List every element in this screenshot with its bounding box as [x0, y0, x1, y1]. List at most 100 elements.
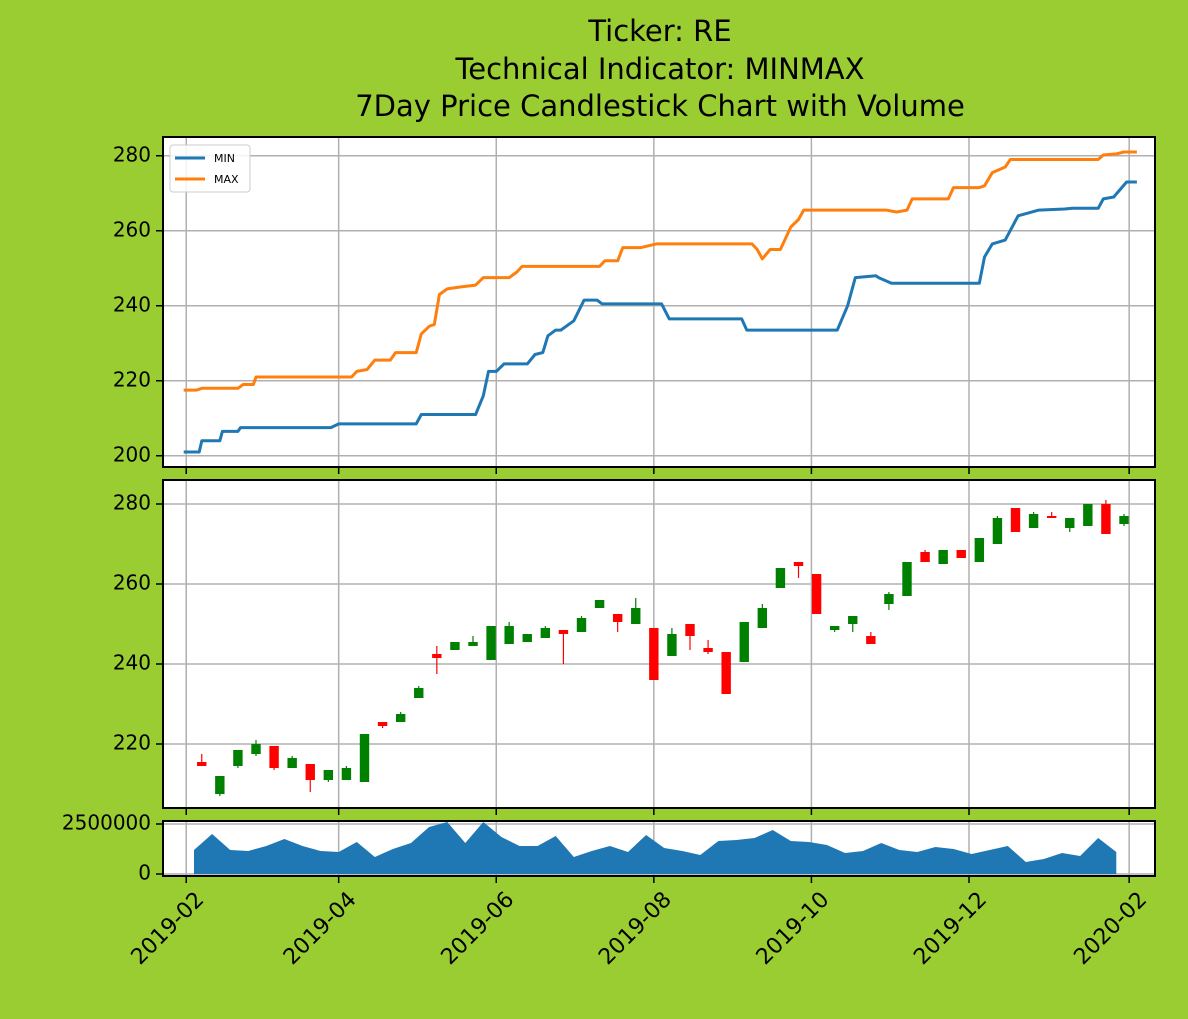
- candle-body: [359, 734, 370, 782]
- indicator-panel-background: [163, 137, 1155, 467]
- candle-body: [1101, 504, 1111, 534]
- candle-body: [558, 630, 569, 634]
- candle-body: [287, 758, 297, 768]
- x-tick-label: 2019-02: [127, 887, 210, 970]
- candle: [1101, 500, 1111, 534]
- volume-tick-label-y: 0: [138, 861, 151, 885]
- candle: [884, 592, 894, 610]
- candle: [938, 550, 948, 564]
- indicator-tick-label-y: 240: [113, 292, 151, 316]
- x-tick-label: 2019-10: [752, 887, 835, 970]
- candle: [233, 750, 243, 768]
- candle: [576, 616, 587, 632]
- candle-body: [1119, 516, 1129, 524]
- candle: [1119, 514, 1129, 526]
- legend-label-max: MAX: [214, 173, 239, 186]
- candle-body: [468, 642, 478, 646]
- candle-body: [612, 614, 623, 622]
- candle: [703, 640, 713, 654]
- series-line-max: [183, 150, 1137, 392]
- candle: [721, 652, 731, 694]
- candle-body: [685, 624, 695, 636]
- candle-body: [576, 618, 587, 632]
- candle: [992, 516, 1003, 544]
- candle: [540, 626, 551, 638]
- candle-body: [197, 762, 207, 766]
- candle-body: [848, 616, 858, 624]
- price-tick-label-y: 220: [113, 731, 151, 755]
- candle-body: [486, 626, 496, 660]
- candle-body: [341, 768, 352, 780]
- candle-body: [1028, 514, 1039, 528]
- candle-body: [757, 608, 768, 628]
- candle: [486, 626, 496, 660]
- x-tick-label: 2019-06: [437, 887, 520, 970]
- candle-body: [721, 652, 731, 694]
- volume-tick-label-y: 2500000: [62, 811, 151, 835]
- candle-body: [667, 634, 677, 656]
- candle-body: [866, 636, 876, 644]
- candle-body: [432, 654, 442, 658]
- candle: [1065, 518, 1075, 532]
- candle-body: [829, 626, 840, 630]
- candle: [956, 550, 966, 558]
- candle: [323, 770, 334, 782]
- candle-body: [739, 622, 749, 662]
- indicator-tick-label-y: 280: [113, 142, 151, 166]
- candle: [866, 632, 876, 644]
- candle-body: [377, 722, 388, 726]
- candle-body: [594, 600, 605, 608]
- x-tick-label: 2019-04: [279, 887, 362, 970]
- candle-body: [215, 776, 225, 794]
- candle: [414, 686, 424, 698]
- candle: [920, 550, 930, 562]
- candle-body: [649, 628, 659, 680]
- series-line-min: [183, 180, 1137, 454]
- candle: [594, 600, 605, 608]
- x-tick-label: 2019-08: [594, 887, 677, 970]
- x-tick-label: 2019-12: [909, 887, 992, 970]
- candle: [432, 646, 442, 674]
- x-tick-label: 2020-02: [1069, 887, 1152, 970]
- candle: [359, 734, 370, 782]
- price-panel-background: [163, 480, 1155, 808]
- chart-title-line-1: Ticker: RE: [588, 14, 732, 48]
- price-tick-label-y: 280: [113, 491, 151, 515]
- candle-body: [938, 550, 948, 564]
- price-tick-label-y: 240: [113, 651, 151, 675]
- price-panel-border: [162, 479, 1156, 809]
- indicator-tick-label-y: 220: [113, 367, 151, 391]
- candle: [468, 636, 478, 646]
- candle-body: [1046, 516, 1057, 518]
- candle: [811, 574, 822, 614]
- indicator-tick-label-y: 260: [113, 217, 151, 241]
- candle: [739, 622, 749, 662]
- candle: [612, 614, 623, 632]
- candle: [1010, 508, 1021, 532]
- candle-body: [504, 626, 514, 644]
- candle-body: [269, 746, 279, 768]
- legend: MIN MAX: [169, 144, 251, 193]
- candle: [829, 626, 840, 632]
- candle: [251, 740, 261, 756]
- candle: [504, 622, 514, 644]
- candle-body: [992, 518, 1003, 544]
- candle: [1083, 504, 1093, 526]
- candle-body: [1083, 504, 1093, 526]
- candle-body: [540, 628, 551, 638]
- candle: [341, 766, 352, 780]
- candle-body: [450, 642, 460, 650]
- candle-body: [1010, 508, 1021, 532]
- candle: [848, 616, 858, 632]
- candle-body: [775, 568, 786, 588]
- candle: [793, 562, 804, 578]
- candle-body: [884, 594, 894, 604]
- candle-body: [974, 538, 985, 562]
- legend-label-min: MIN: [214, 152, 235, 165]
- candle: [631, 598, 641, 624]
- candle: [649, 628, 659, 680]
- candle: [377, 722, 388, 728]
- candle: [974, 538, 985, 562]
